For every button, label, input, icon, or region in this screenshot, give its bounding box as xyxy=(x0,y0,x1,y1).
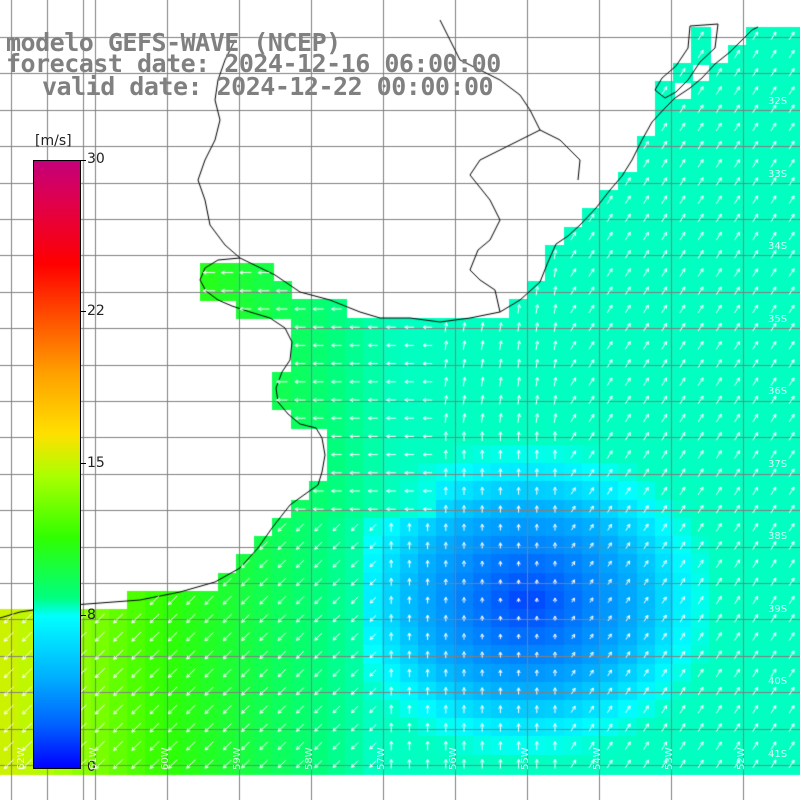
latitude-label: 39S xyxy=(768,603,788,615)
latitude-label: 35S xyxy=(768,313,788,325)
longitude-label: 55W xyxy=(520,747,531,770)
longitude-label: 62W xyxy=(16,747,27,770)
colorbar-tick-mark xyxy=(80,615,86,616)
colorbar-tick: 0 xyxy=(87,759,96,775)
latitude-label: 34S xyxy=(768,241,788,252)
colorbar-tick-mark xyxy=(80,311,86,312)
latitude-label: 37S xyxy=(768,458,788,470)
longitude-label: 56W xyxy=(448,747,459,770)
latitude-label: 32S xyxy=(768,96,788,107)
latitude-label: 36S xyxy=(768,386,788,397)
colorbar xyxy=(33,160,81,769)
colorbar-tick-mark xyxy=(80,160,86,161)
colorbar-tick: 22 xyxy=(87,303,105,319)
forecast-date: forecast date: 2024-12-16 06:00:00 xyxy=(6,49,501,78)
longitude-label: 60W xyxy=(160,747,171,770)
colorbar-tick: 30 xyxy=(87,151,105,167)
longitude-label: 54W xyxy=(592,747,603,770)
longitude-label: 57W xyxy=(376,747,387,770)
latitude-label: 33S xyxy=(768,168,788,180)
colorbar-tick: 15 xyxy=(87,455,105,471)
model-title: modelo GEFS-WAVE (NCEP) xyxy=(6,28,341,57)
colorbar-tick: 8 xyxy=(87,607,96,623)
colorbar-tick-mark xyxy=(80,463,86,464)
latitude-label: 41S xyxy=(768,748,788,760)
valid-date: valid date: 2024-12-22 00:00:00 xyxy=(42,72,494,101)
colorbar-unit: [m/s] xyxy=(35,133,72,149)
latitude-label: 38S xyxy=(768,531,788,542)
longitude-label: 59W xyxy=(232,747,243,770)
longitude-label: 53W xyxy=(664,747,675,770)
latitude-label: 40S xyxy=(768,676,788,687)
longitude-label: 52W xyxy=(736,747,747,770)
longitude-label: 61W xyxy=(88,747,99,770)
longitude-label: 58W xyxy=(304,747,315,770)
